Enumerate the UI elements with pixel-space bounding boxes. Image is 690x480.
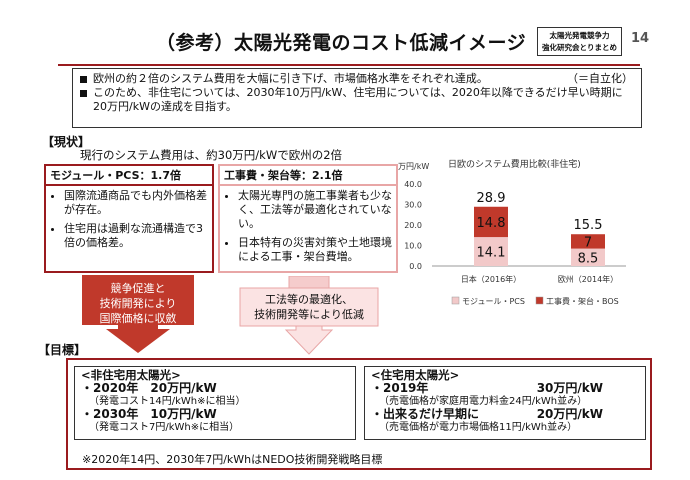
intro-bullet-1-suffix: （＝自立化） [567, 72, 633, 85]
arrow-optimization-shape [239, 276, 379, 355]
residential-goal-early-value: 20万円/kW [536, 407, 603, 421]
chart-y-tick-label: 20.0 [404, 221, 422, 230]
chart-legend-swatch [451, 296, 460, 305]
chart-y-axis-label: 万円/kW [398, 162, 429, 171]
chart-total-label: 15.5 [574, 218, 603, 233]
arrow-optimization-line-1: 工法等の最適化、 [265, 293, 353, 306]
nonresidential-goal-2030: ・2030年 10万円/kW [81, 408, 349, 421]
chart-total-label: 28.9 [477, 191, 506, 206]
residential-goal-early: ・出来るだけ早期に 20万円/kW [371, 408, 639, 421]
current-heading: 【現状】 [42, 135, 91, 149]
source-line-2: 強化研究会とりまとめ [542, 43, 617, 52]
arrow-competition-label: 競争促進と 技術開発により 国際価格に収斂 [82, 281, 194, 326]
module-box: モジュール・PCS：1.7倍 国際流通商品でも内外価格差が存在。 住宅用は過剰な… [44, 164, 214, 273]
source-badge: 太陽光発電競争力 強化研究会とりまとめ [537, 27, 622, 56]
list-item: 日本特有の災害対策や土地環境による工事・架台費増。 [238, 236, 392, 264]
nonresidential-goal-2020: ・2020年 20万円/kW [81, 382, 349, 395]
arrow-competition-line-1: 競争促進と [110, 282, 166, 295]
residential-goal-2019-value: 30万円/kW [536, 381, 603, 395]
residential-goal-2019: ・2019年 30万円/kW [371, 382, 639, 395]
intro-box: 欧州の約２倍のシステム費用を大幅に引き下げ、市場価格水準をそれぞれ達成。 （＝自… [72, 68, 642, 128]
page-title: （参考）太陽光発電のコスト低減イメージ [156, 32, 527, 54]
slide: （参考）太陽光発電のコスト低減イメージ 太陽光発電競争力 強化研究会とりまとめ … [28, 20, 666, 470]
list-item: 太陽光専門の施工事業者も少なく、工法等が最適化されていない。 [238, 189, 392, 231]
arrow-optimization-line-2: 技術開発等により低減 [254, 308, 364, 321]
chart-x-tick-label: 日本（2016年） [461, 274, 521, 284]
construction-box: 工事費・架台等：2.1倍 太陽光専門の施工事業者も少なく、工法等が最適化されてい… [218, 164, 398, 273]
chart-legend-swatch [535, 296, 544, 305]
cost-comparison-chart: 万円/kW 日欧のシステム費用比較(非住宅) 0.0 10.0 20.0 30.0 40.0… [398, 158, 626, 306]
nonresidential-goal-2030-text: ・2030年 10万円/kW [81, 407, 217, 421]
chart-data-label: 14.1 [477, 246, 506, 261]
residential-goal-early-label: ・出来るだけ早期に [371, 407, 480, 421]
nonresidential-goal-2020-note: （発電コスト14円/kWh※に相当） [89, 396, 246, 407]
chart-y-tick-label: 10.0 [404, 242, 422, 251]
construction-box-list: 太陽光専門の施工事業者も少なく、工法等が最適化されていない。 日本特有の災害対策… [220, 189, 396, 264]
source-line-1: 太陽光発電競争力 [549, 31, 610, 40]
nonresidential-goal-box: <非住宅用太陽光> ・2020年 20万円/kW （発電コスト14円/kWh※に… [74, 366, 356, 440]
list-item: 住宅用は過剰な流通構造で3倍の価格差。 [64, 222, 208, 250]
title-rule [58, 64, 640, 66]
chart-x-tick-label: 欧州（2014年） [558, 274, 618, 284]
nonresidential-goal-2020-text: ・2020年 20万円/kW [81, 381, 217, 395]
residential-goal-box: <住宅用太陽光> ・2019年 30万円/kW （売電価格が家庭用電力料金24円… [364, 366, 646, 440]
chart-title: 日欧のシステム費用比較(非住宅) [448, 158, 581, 170]
goals-footnote: ※2020年14円、2030年7円/kWhはNEDO技術開発戦略目標 [82, 453, 383, 466]
nonresidential-goal-2030-note: （発電コスト7円/kWh※に相当） [89, 422, 240, 433]
nonresidential-goal-title: <非住宅用太陽光> [81, 368, 181, 382]
arrow-competition: 競争促進と 技術開発により 国際価格に収斂 [60, 275, 210, 355]
chart-bar-segment [571, 234, 605, 249]
goals-heading: 【目標】 [38, 343, 87, 357]
module-box-title: モジュール・PCS：1.7倍 [46, 166, 212, 186]
chart-data-label: 7 [584, 235, 592, 250]
chart-bar-segment [474, 237, 508, 266]
arrow-optimization: 工法等の最適化、 技術開発等により低減 [234, 276, 384, 356]
residential-goal-title: <住宅用太陽光> [371, 368, 460, 382]
arrow-competition-shape [82, 275, 194, 353]
chart-bar-segment [474, 206, 508, 238]
goals-box: <非住宅用太陽光> ・2020年 20万円/kW （発電コスト14円/kWh※に… [66, 358, 652, 470]
intro-bullet-1: 欧州の約２倍のシステム費用を大幅に引き下げ、市場価格水準をそれぞれ達成。 [79, 72, 635, 86]
intro-bullet-2-text: このため、非住宅については、2030年10万円/kW、住宅用については、2020… [93, 86, 623, 113]
intro-bullet-1-text: 欧州の約２倍のシステム費用を大幅に引き下げ、市場価格水準をそれぞれ達成。 [93, 72, 488, 85]
chart-y-tick-label: 30.0 [404, 201, 422, 210]
current-subtitle: 現行のシステム費用は、約30万円/kWで欧州の2倍 [80, 148, 343, 162]
chart-data-label: 14.8 [477, 216, 506, 231]
module-box-list: 国際流通商品でも内外価格差が存在。 住宅用は過剰な流通構造で3倍の価格差。 [46, 189, 212, 250]
page-number: 14 [631, 31, 650, 46]
chart-data-label: 8.5 [578, 251, 599, 266]
list-item: 国際流通商品でも内外価格差が存在。 [64, 189, 208, 217]
residential-goal-2019-label: ・2019年 [371, 381, 429, 395]
residential-goal-early-note: （売電価格が電力市場価格11円/kWh並み） [379, 422, 578, 433]
construction-box-title: 工事費・架台等：2.1倍 [220, 166, 396, 186]
intro-bullet-2: このため、非住宅については、2030年10万円/kW、住宅用については、2020… [79, 86, 635, 114]
chart-legend-label: 工事費・架台・BOS [546, 296, 619, 306]
chart-y-tick-label: 0.0 [409, 262, 422, 271]
chart-y-tick-label: 40.0 [404, 180, 422, 189]
arrow-competition-line-3: 国際価格に収斂 [99, 312, 177, 325]
arrow-optimization-label: 工法等の最適化、 技術開発等により低減 [240, 292, 378, 322]
residential-goal-2019-note: （売電価格が家庭用電力料金24円/kWh並み） [379, 396, 588, 407]
chart-legend-label: モジュール・PCS [462, 297, 525, 306]
arrow-competition-line-2: 技術開発により [99, 297, 177, 310]
chart-bar-segment [571, 248, 605, 266]
